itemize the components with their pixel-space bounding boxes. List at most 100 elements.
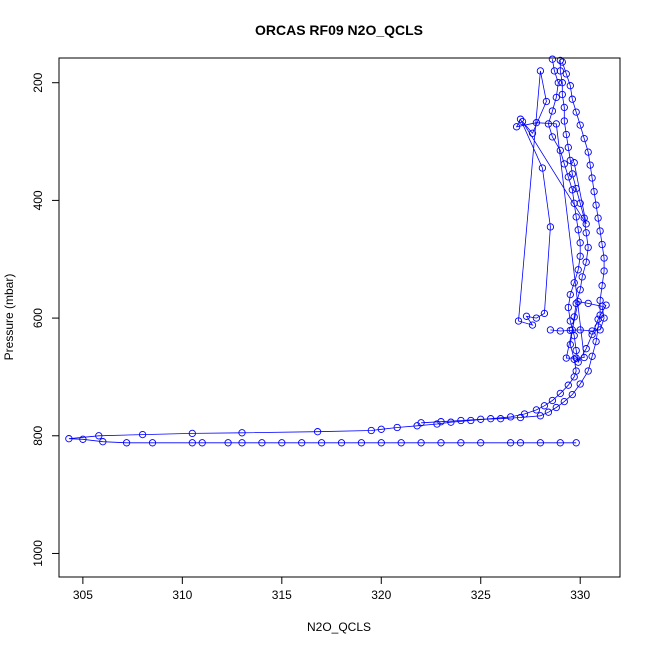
data-point [558, 58, 566, 66]
data-point [598, 302, 606, 310]
data-point [590, 187, 598, 196]
data-point [598, 282, 606, 290]
data-point [576, 252, 584, 260]
data-point [433, 420, 441, 428]
data-point [556, 56, 564, 65]
y-tick-label: 800 [31, 425, 45, 445]
data-point [584, 367, 592, 375]
chart-title: ORCAS RF09 N2O_QCLS [255, 22, 423, 38]
data-point [65, 435, 73, 443]
data-point [576, 239, 584, 247]
data-point [536, 412, 545, 420]
data-point [528, 321, 537, 329]
data-point [532, 406, 541, 414]
data-point [552, 93, 560, 102]
data-point [580, 353, 588, 362]
data-point [572, 439, 580, 447]
data-point [582, 345, 590, 353]
data-point [592, 201, 600, 209]
data-point [562, 354, 570, 362]
data-point [542, 97, 551, 106]
data-point [554, 79, 562, 87]
data-point [514, 317, 523, 325]
data-point [560, 117, 568, 125]
data-point [528, 129, 537, 137]
data-point [548, 133, 557, 141]
data-points [65, 55, 610, 447]
x-tick-label: 330 [570, 588, 590, 602]
data-point [564, 173, 572, 181]
data-point [516, 413, 525, 422]
data-point [467, 416, 475, 425]
data-point [600, 254, 608, 262]
data-point [560, 103, 568, 112]
data-point [417, 439, 425, 447]
data-point [198, 439, 206, 447]
data-point [572, 108, 580, 116]
data-point [588, 330, 596, 339]
x-tick-label: 305 [73, 588, 93, 602]
data-point [570, 332, 578, 340]
data-point [532, 119, 541, 127]
data-point [516, 439, 525, 447]
data-point [560, 160, 568, 168]
data-point [238, 439, 246, 447]
data-point [536, 439, 545, 447]
data-point [596, 227, 604, 235]
data-point [572, 299, 580, 308]
data-point [313, 428, 322, 436]
data-point [566, 156, 574, 165]
data-point [576, 326, 584, 334]
data-point [564, 303, 572, 312]
data-point [596, 326, 604, 334]
data-point [588, 174, 596, 182]
data-point [574, 358, 582, 366]
data-point [568, 186, 576, 194]
data-point [568, 390, 576, 399]
data-point [457, 439, 465, 447]
y-axis-label: Pressure (mbar) [2, 274, 16, 361]
data-point [79, 435, 87, 443]
data-point [592, 337, 600, 346]
data-point [506, 439, 515, 447]
data-point [518, 117, 527, 126]
x-tick-label: 320 [371, 588, 391, 602]
data-point [516, 115, 525, 123]
data-point [512, 123, 521, 131]
data-point [552, 120, 560, 128]
data-point [122, 439, 131, 447]
data-point [548, 396, 557, 405]
data-point [572, 213, 580, 221]
data-point [337, 439, 346, 447]
data-point [224, 439, 232, 447]
data-point [487, 415, 495, 423]
data-point [437, 418, 445, 426]
data-point [564, 381, 572, 389]
series-line-3 [547, 59, 607, 364]
data-point [568, 95, 576, 103]
data-point [600, 314, 608, 322]
data-point [566, 326, 574, 335]
data-point [99, 438, 107, 446]
data-point [566, 290, 574, 299]
data-point [574, 266, 582, 274]
data-point [298, 439, 306, 447]
data-point [566, 82, 574, 90]
data-point [258, 439, 266, 447]
data-point [278, 439, 286, 447]
data-point [562, 130, 570, 139]
data-point [552, 403, 560, 412]
data-point [576, 121, 584, 129]
data-point [546, 223, 555, 231]
data-point [148, 439, 157, 447]
data-point [95, 432, 103, 440]
data-point [580, 134, 588, 143]
data-point [566, 317, 574, 325]
data-point [540, 402, 549, 410]
data-point [522, 312, 531, 320]
data-point [584, 299, 592, 308]
data-point [556, 146, 564, 155]
data-point [540, 309, 549, 318]
data-point [572, 184, 580, 193]
